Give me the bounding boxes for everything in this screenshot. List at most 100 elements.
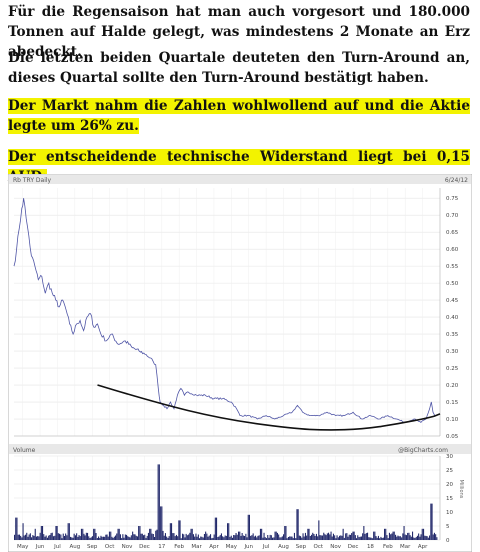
- volume-y-tick-label: 10: [446, 510, 453, 516]
- volume-bar: [427, 537, 429, 540]
- volume-bar: [393, 531, 395, 540]
- volume-bar: [208, 535, 210, 540]
- chart-header-left: Rb TRY Daily: [13, 177, 52, 184]
- volume-bar: [307, 528, 309, 540]
- volume-bar: [107, 536, 109, 540]
- volume-bar: [173, 533, 175, 540]
- volume-bar: [290, 536, 292, 540]
- volume-bar: [390, 534, 392, 540]
- volume-bar: [326, 533, 328, 540]
- volume-bar: [273, 537, 275, 540]
- volume-bar: [263, 532, 265, 540]
- volume-bar: [414, 538, 416, 540]
- volume-bar: [70, 536, 72, 540]
- volume-bar: [214, 517, 216, 540]
- volume-bar: [133, 534, 135, 540]
- volume-bar: [143, 535, 145, 540]
- volume-bar: [184, 537, 186, 540]
- volume-bar: [302, 533, 304, 540]
- volume-bar: [419, 536, 421, 540]
- volume-bar: [15, 517, 17, 540]
- volume-bar: [166, 536, 168, 540]
- volume-bar: [139, 526, 141, 540]
- volume-bar: [85, 532, 87, 540]
- volume-bar: [396, 536, 398, 540]
- volume-bar: [426, 536, 428, 540]
- volume-bar: [84, 535, 86, 540]
- volume-bar: [431, 503, 433, 540]
- volume-bar: [79, 536, 81, 540]
- volume-bar: [321, 535, 323, 540]
- volume-bar: [360, 536, 362, 540]
- volume-bar: [229, 536, 231, 540]
- volume-bar: [161, 506, 163, 540]
- price-y-tick-label: 0.05: [446, 434, 459, 440]
- volume-bar: [65, 533, 67, 540]
- volume-bar: [298, 535, 300, 540]
- trend-curve: [97, 384, 441, 431]
- volume-bar: [424, 535, 426, 540]
- volume-bar: [289, 536, 291, 540]
- volume-bar: [264, 537, 266, 540]
- volume-bar: [385, 528, 387, 540]
- volume-bar: [357, 535, 359, 540]
- volume-bar: [201, 536, 203, 540]
- volume-bar: [23, 535, 25, 540]
- volume-bar: [200, 536, 202, 540]
- volume-bar: [339, 535, 341, 540]
- volume-bar: [140, 533, 142, 540]
- volume-bar: [248, 514, 250, 540]
- volume-bar: [415, 537, 417, 540]
- volume-bar: [218, 536, 220, 540]
- volume-bar: [106, 534, 108, 540]
- volume-bar: [325, 535, 327, 540]
- volume-bar: [267, 535, 269, 540]
- volume-bar: [413, 537, 415, 540]
- volume-bar: [167, 537, 169, 540]
- volume-bar: [301, 537, 303, 540]
- volume-bar: [138, 526, 140, 540]
- volume-bar: [38, 536, 40, 540]
- volume-y-tick-label: 30: [446, 454, 453, 460]
- volume-bar: [192, 534, 194, 540]
- volume-bar: [146, 535, 148, 540]
- volume-bar: [16, 517, 18, 540]
- volume-bar: [228, 523, 230, 540]
- x-tick-label: Nov: [122, 544, 133, 550]
- volume-bar: [328, 532, 330, 540]
- volume-bar: [210, 534, 212, 540]
- volume-bar: [222, 536, 224, 540]
- volume-bar: [207, 536, 209, 540]
- volume-bar: [67, 523, 69, 540]
- volume-bar: [384, 528, 386, 540]
- volume-bar: [292, 538, 294, 540]
- price-y-tick-label: 0.75: [446, 196, 459, 202]
- volume-bar: [296, 509, 298, 540]
- volume-bar: [40, 526, 42, 540]
- x-tick-label: May: [17, 544, 29, 550]
- volume-bar: [163, 535, 165, 540]
- x-tick-label: Feb: [383, 544, 393, 550]
- volume-bar: [132, 531, 134, 540]
- volume-bar: [351, 533, 353, 540]
- volume-bar: [99, 537, 101, 540]
- volume-bar: [52, 536, 54, 540]
- volume-bar: [216, 517, 218, 540]
- volume-bar: [230, 535, 232, 540]
- volume-bar: [368, 537, 370, 540]
- volume-bar: [314, 535, 316, 540]
- volume-bar: [83, 533, 85, 540]
- volume-bar: [50, 533, 52, 540]
- volume-bar: [392, 531, 394, 540]
- volume-bar: [213, 534, 215, 540]
- volume-bar: [433, 532, 435, 540]
- volume-bar: [28, 534, 30, 540]
- volume-bar: [20, 535, 22, 540]
- volume-bar: [212, 537, 214, 540]
- volume-bar: [348, 534, 350, 540]
- volume-bar: [435, 534, 437, 540]
- volume-bar: [402, 533, 404, 540]
- volume-bar: [291, 536, 293, 540]
- volume-bar: [219, 535, 221, 540]
- volume-header-label: Volume: [13, 447, 36, 454]
